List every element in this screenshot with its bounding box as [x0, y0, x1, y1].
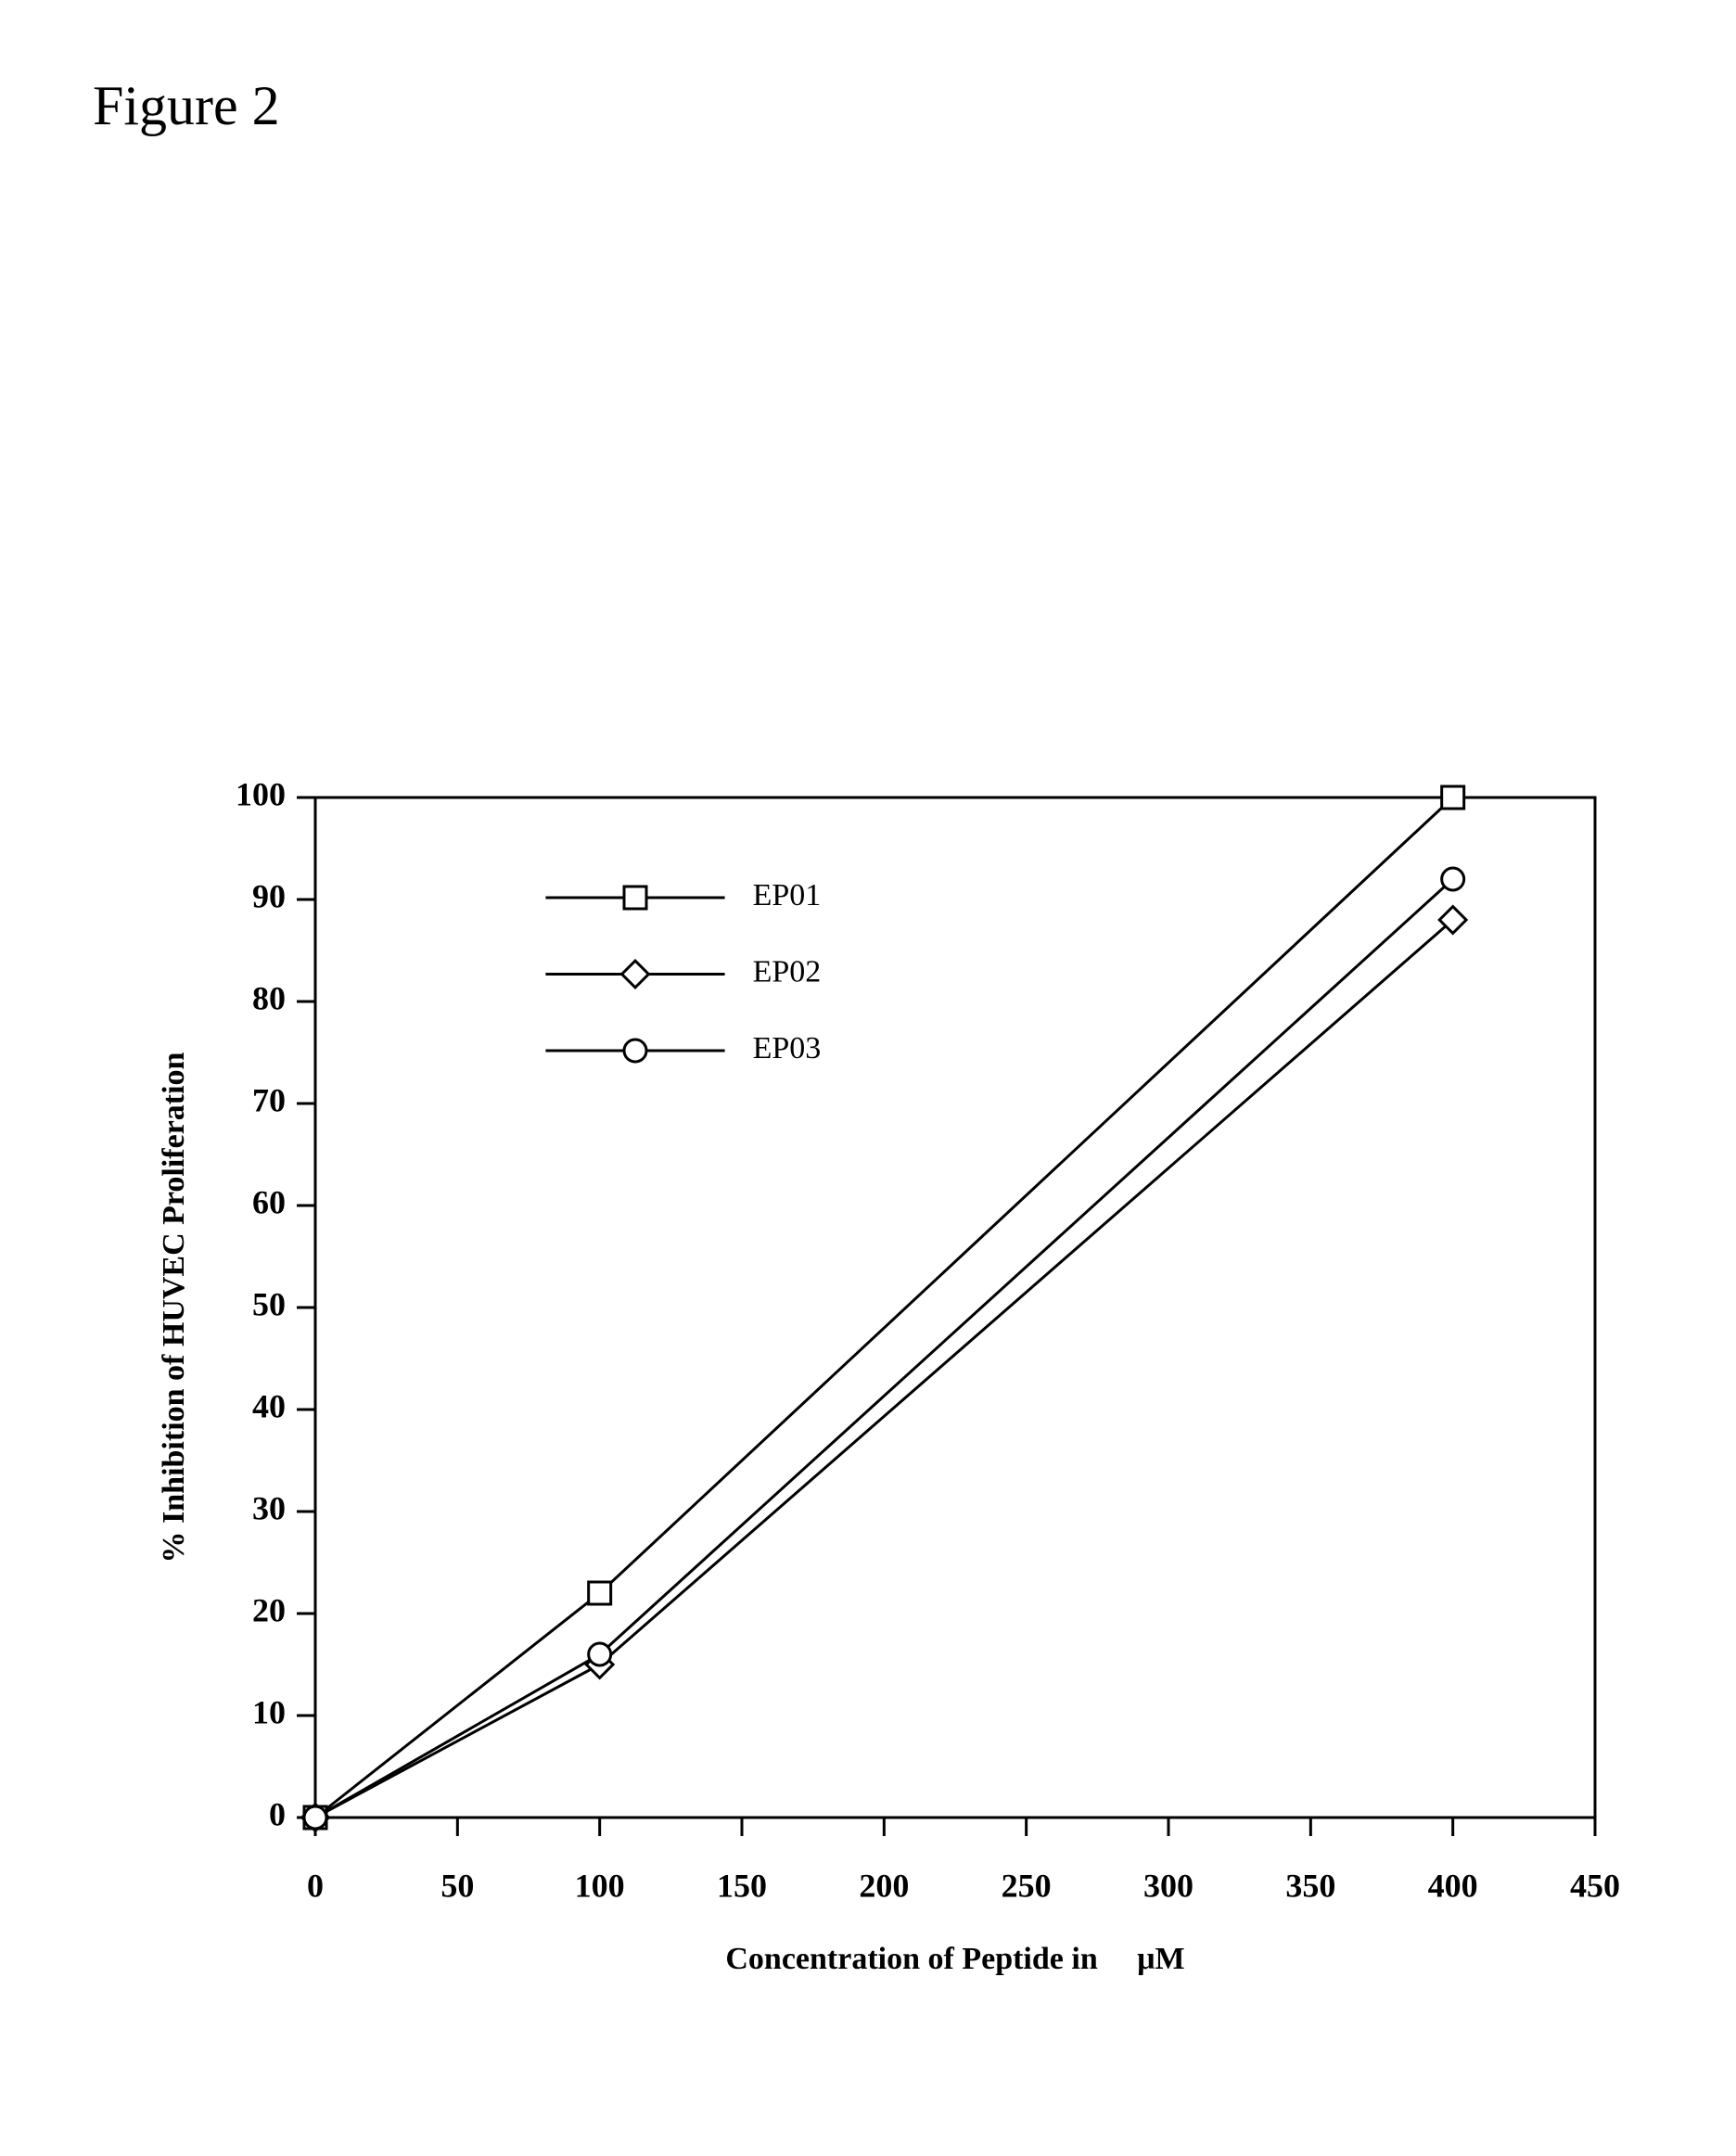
x-tick-label: 50	[440, 1868, 474, 1905]
chart-bg	[111, 760, 1625, 2022]
y-tick-label: 10	[252, 1693, 286, 1730]
marker-circle	[589, 1643, 611, 1665]
x-tick-label: 400	[1428, 1868, 1478, 1905]
x-tick-label: 300	[1143, 1868, 1194, 1905]
marker-square	[589, 1582, 611, 1604]
marker-square	[1442, 786, 1464, 809]
y-axis-label: % Inhibition of HUVEC Proliferation	[157, 1052, 191, 1563]
marker-circle	[304, 1806, 326, 1829]
page: Figure 2 0 10 20 30 40 50 60 70 80 90 100 0 50 100 150…	[0, 0, 1736, 2156]
y-tick-label: 60	[252, 1183, 286, 1220]
chart-container: 0 10 20 30 40 50 60 70 80 90 100 0 50 100 150 200 250 300…	[111, 760, 1625, 2022]
y-tick-label: 30	[252, 1489, 286, 1526]
marker-circle	[624, 1040, 646, 1062]
y-tick-label: 80	[252, 979, 286, 1016]
x-tick-label: 0	[307, 1868, 324, 1905]
y-tick-label: 100	[236, 775, 286, 812]
legend-label: EP03	[753, 1031, 822, 1065]
y-tick-label: 70	[252, 1081, 286, 1118]
legend-label: EP02	[753, 954, 822, 989]
x-axis-label: Concentration of Peptide in μM	[725, 1942, 1184, 1976]
y-tick-label: 0	[269, 1795, 286, 1832]
y-tick-label: 40	[252, 1387, 286, 1424]
legend-label: EP01	[753, 878, 822, 912]
y-tick-label: 90	[252, 877, 286, 914]
line-chart: 0 10 20 30 40 50 60 70 80 90 100 0 50 100 150 200 250 300…	[111, 760, 1625, 2022]
y-tick-label: 20	[252, 1591, 286, 1628]
x-tick-label: 200	[859, 1868, 909, 1905]
x-tick-label: 100	[575, 1868, 625, 1905]
x-tick-label: 150	[717, 1868, 767, 1905]
marker-circle	[1442, 868, 1464, 890]
x-tick-label: 350	[1285, 1868, 1335, 1905]
y-tick-label: 50	[252, 1285, 286, 1322]
figure-title: Figure 2	[93, 74, 280, 138]
x-tick-label: 450	[1570, 1868, 1620, 1905]
marker-square	[624, 887, 646, 909]
x-tick-label: 250	[1002, 1868, 1052, 1905]
